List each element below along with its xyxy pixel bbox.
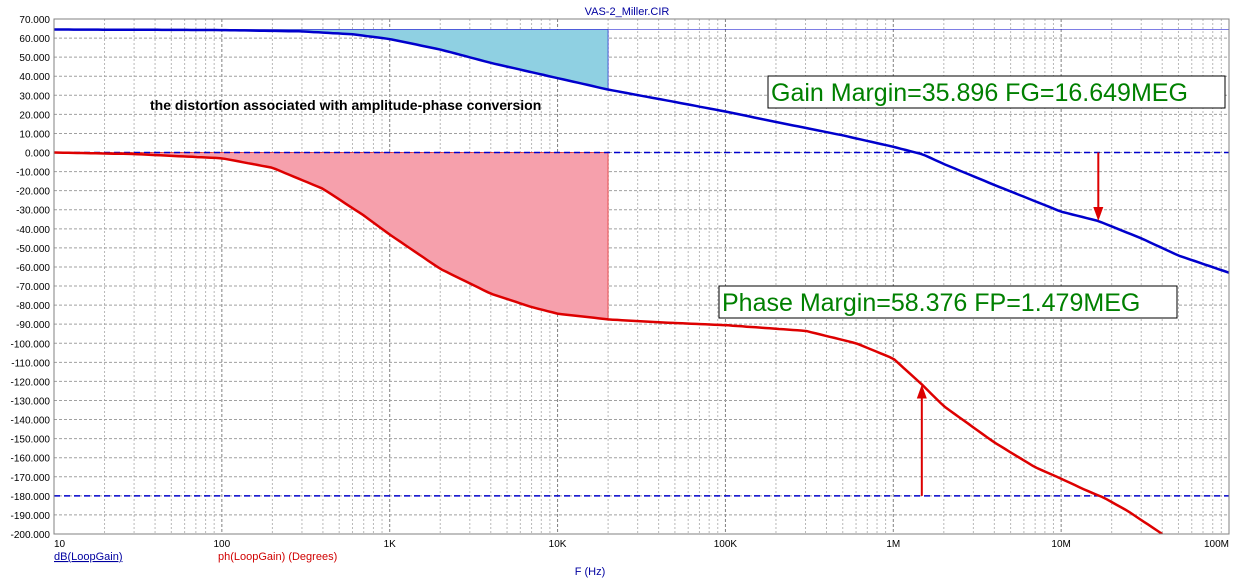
y-tick-label: -170.000 bbox=[11, 473, 51, 484]
y-tick-label: -140.000 bbox=[11, 416, 51, 427]
phase-margin-label: Phase Margin=58.376 FP=1.479MEG bbox=[722, 289, 1140, 317]
y-tick-label: -70.000 bbox=[16, 282, 50, 293]
x-tick-label: 100 bbox=[214, 539, 231, 550]
y-tick-label: -100.000 bbox=[11, 339, 51, 350]
legend-phase: ph(LoopGain) (Degrees) bbox=[218, 551, 337, 563]
y-tick-label: 20.000 bbox=[19, 110, 50, 121]
annotation-note: the distortion associated with amplitude… bbox=[150, 97, 541, 113]
y-tick-label: -40.000 bbox=[16, 225, 50, 236]
gain-margin-frame bbox=[767, 75, 1226, 109]
y-tick-label: 0.000 bbox=[25, 149, 50, 160]
x-tick-labels: 10 100 1K 10K 100K 1M 10M 100M bbox=[54, 539, 1229, 550]
y-tick-label: 30.000 bbox=[19, 91, 50, 102]
y-tick-label: 10.000 bbox=[19, 129, 50, 140]
y-tick-label: -30.000 bbox=[16, 206, 50, 217]
y-tick-label: -10.000 bbox=[16, 168, 50, 179]
y-tick-label: -150.000 bbox=[11, 435, 51, 446]
phase-margin-frame bbox=[718, 285, 1178, 319]
y-tick-label: 50.000 bbox=[19, 53, 50, 64]
y-tick-label: -130.000 bbox=[11, 396, 51, 407]
y-tick-label: -20.000 bbox=[16, 187, 50, 198]
phase-margin-box: Phase Margin=58.376 FP=1.479MEG bbox=[718, 285, 1178, 319]
y-tick-label: -120.000 bbox=[11, 377, 51, 388]
y-tick-labels: 70.000 60.000 50.000 40.000 30.000 20.000 10.0… bbox=[11, 15, 51, 541]
y-tick-label: -200.000 bbox=[11, 530, 51, 541]
y-tick-label: -160.000 bbox=[11, 454, 51, 465]
y-tick-label: -50.000 bbox=[16, 244, 50, 255]
x-tick-label: 10K bbox=[549, 539, 567, 550]
margin-arrow-head bbox=[916, 384, 927, 399]
y-tick-label: -80.000 bbox=[16, 301, 50, 312]
gain-margin-box: Gain Margin=35.896 FG=16.649MEG bbox=[767, 75, 1226, 109]
plot-frame bbox=[53, 18, 1230, 535]
margin-arrow-head bbox=[1093, 206, 1104, 221]
y-tick-label: -90.000 bbox=[16, 320, 50, 331]
legend-gain: dB(LoopGain) bbox=[54, 551, 123, 563]
x-tick-label: 100M bbox=[1204, 539, 1229, 550]
reference-lines bbox=[54, 28, 1229, 497]
x-tick-label: 100K bbox=[714, 539, 738, 550]
y-tick-label: -60.000 bbox=[16, 263, 50, 274]
y-tick-label: 60.000 bbox=[19, 34, 50, 45]
x-axis-label: F (Hz) bbox=[575, 566, 606, 578]
chart-title: VAS-2_Miller.CIR bbox=[585, 6, 670, 18]
y-tick-label: 40.000 bbox=[19, 72, 50, 83]
y-tick-label: -180.000 bbox=[11, 492, 51, 503]
gain-curve bbox=[54, 28, 1229, 274]
y-tick-label: -110.000 bbox=[11, 358, 50, 369]
x-tick-label: 1K bbox=[384, 539, 397, 550]
shaded-region bbox=[104, 152, 609, 320]
x-tick-label: 10 bbox=[54, 539, 66, 550]
phase-curve bbox=[54, 151, 1163, 534]
grid bbox=[53, 18, 1229, 535]
margin-markers bbox=[916, 152, 1104, 496]
gain-margin-label: Gain Margin=35.896 FG=16.649MEG bbox=[771, 79, 1188, 107]
y-tick-label: 70.000 bbox=[19, 15, 50, 26]
series-lines bbox=[54, 28, 1229, 534]
x-tick-label: 10M bbox=[1051, 539, 1070, 550]
x-tick-label: 1M bbox=[886, 539, 900, 550]
shaded-region bbox=[104, 29, 609, 90]
y-tick-label: -190.000 bbox=[11, 511, 51, 522]
